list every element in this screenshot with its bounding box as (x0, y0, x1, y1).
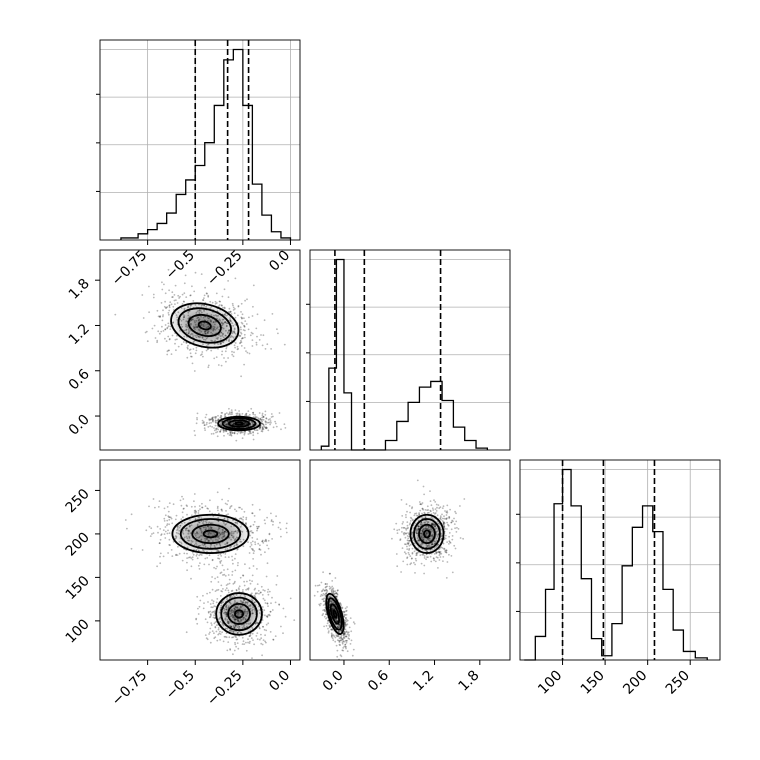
x-tick-label: 250 (663, 668, 693, 698)
x-tick-label: 150 (578, 668, 608, 698)
x-tick-label: −0.25 (204, 668, 246, 710)
joint-param-2-param-3: 0.0 0.6 1.2 1.8 (309, 459, 511, 695)
contour (413, 518, 441, 550)
x-tick-label: −0.5 (163, 248, 198, 283)
x-tick-label: 0.6 (365, 667, 392, 694)
x-tick-label: 0.0 (266, 668, 293, 695)
panel-frame (519, 459, 721, 661)
x-tick-label: 200 (620, 668, 650, 698)
y-tick-label: 100 (63, 616, 93, 646)
contour (329, 603, 340, 625)
x-tick-label: 100 (535, 668, 565, 698)
x-tick-label: 1.8 (456, 668, 483, 695)
hist-param-2 (306, 249, 511, 451)
contour (332, 609, 338, 619)
x-tick-label: 1.2 (410, 668, 437, 695)
panel-frame (309, 459, 511, 661)
y-tick-label: 150 (63, 573, 93, 603)
y-tick-label: 200 (63, 529, 93, 559)
contour (227, 602, 251, 625)
hist-param-3: 100 150 200 250 (516, 459, 721, 698)
contour (221, 417, 257, 430)
scatter-area (114, 268, 287, 442)
x-tick-label: −0.75 (109, 248, 151, 290)
histogram-step (120, 48, 292, 240)
density-blob (325, 591, 345, 637)
y-tick-label: 0.6 (66, 366, 93, 393)
contour (177, 307, 232, 344)
x-tick-label: −0.25 (204, 248, 246, 290)
contour (327, 597, 343, 631)
contour (234, 421, 244, 426)
contour (187, 313, 222, 337)
histogram-step (320, 258, 489, 451)
scatter-area (313, 479, 466, 660)
contour (409, 513, 445, 554)
contour (171, 513, 250, 554)
contour (197, 320, 212, 331)
contour (217, 415, 261, 432)
y-tick-label: 1.2 (66, 321, 93, 348)
panel-frame (309, 249, 511, 451)
panel-frame (99, 249, 301, 451)
contour (170, 302, 240, 349)
contour (423, 529, 431, 539)
hist-param-1: −0.75 −0.5 −0.25 0.0 (96, 39, 301, 290)
y-tick-label: 1.8 (66, 276, 93, 303)
x-tick-label: 0.0 (266, 248, 293, 275)
contour (418, 523, 436, 544)
panel-frame (99, 459, 301, 661)
contour (220, 596, 258, 632)
scatter-area (124, 487, 296, 659)
contour (234, 609, 245, 619)
contour (325, 592, 345, 635)
y-tick-label: 250 (63, 486, 93, 516)
contour (191, 523, 230, 544)
y-tick-label: 0.0 (66, 412, 93, 439)
contour (215, 592, 263, 636)
contour (228, 419, 251, 428)
panel-frame (99, 39, 301, 241)
x-tick-label: 0.0 (320, 668, 347, 695)
contour (179, 518, 242, 550)
contour (202, 529, 219, 539)
histogram-step (524, 468, 708, 661)
joint-param-1-param-2: 1.8 1.2 0.6 0.0 (66, 249, 301, 451)
x-tick-label: −0.5 (163, 668, 198, 703)
x-tick-label: −0.75 (109, 668, 151, 710)
joint-param-1-param-3: −0.75 −0.5 −0.25 0.0 250 200 150 100 (63, 459, 301, 710)
density-blob (167, 301, 242, 350)
